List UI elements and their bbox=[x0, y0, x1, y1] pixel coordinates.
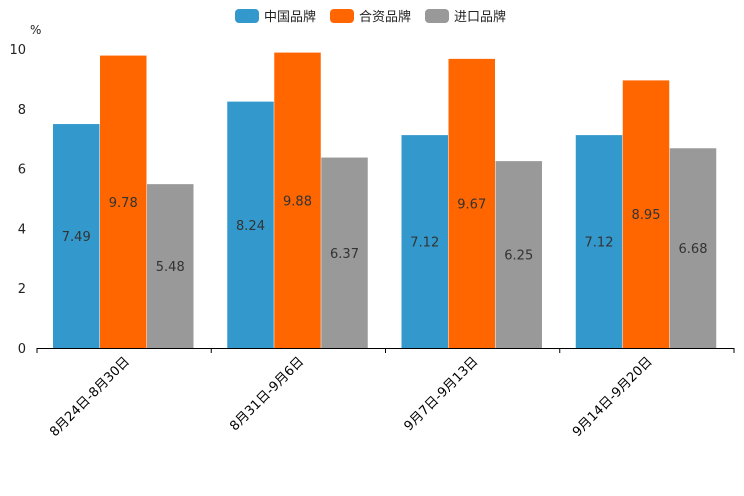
bar bbox=[274, 52, 321, 348]
legend-label: 合资品牌 bbox=[359, 9, 411, 25]
legend-item: 中国品牌 bbox=[235, 9, 316, 25]
data-label: 9.88 bbox=[283, 194, 312, 209]
y-tick-label: 4 bbox=[18, 222, 26, 237]
y-tick-label: 8 bbox=[18, 103, 26, 118]
bars bbox=[53, 52, 717, 349]
x-axis: 8月24日-8月30日 8月31日-9月6日 9月7日-9月13日 9月14日-9月2… bbox=[36, 348, 735, 440]
data-label: 9.67 bbox=[457, 197, 486, 212]
data-label: 7.12 bbox=[410, 236, 439, 251]
legend-swatch bbox=[330, 9, 354, 23]
bar bbox=[227, 101, 274, 349]
data-label: 6.68 bbox=[679, 242, 708, 257]
y-tick-label: 6 bbox=[18, 163, 26, 178]
data-label: 7.12 bbox=[585, 236, 614, 251]
value-labels: 7.49 9.78 5.48 8.24 9.88 6.37 7.12 9.67 6.25 7.12… bbox=[62, 194, 708, 275]
x-category-label: 9月7日-9月13日 bbox=[402, 354, 482, 434]
data-label: 6.37 bbox=[330, 247, 359, 262]
y-axis: 0 2 4 6 8 10 bbox=[9, 43, 26, 357]
bar bbox=[622, 80, 670, 349]
legend-label: 中国品牌 bbox=[264, 9, 316, 25]
x-category-label: 9月14日-9月20日 bbox=[570, 354, 656, 440]
bar bbox=[495, 161, 542, 348]
y-axis-unit-label: % bbox=[30, 23, 41, 37]
legend-swatch bbox=[235, 9, 259, 23]
data-label: 8.95 bbox=[632, 208, 661, 223]
y-tick-label: 2 bbox=[18, 282, 26, 297]
data-label: 8.24 bbox=[236, 219, 265, 234]
bar bbox=[321, 157, 368, 348]
bar bbox=[147, 184, 194, 348]
legend-item: 合资品牌 bbox=[330, 9, 411, 25]
y-tick-label: 0 bbox=[18, 342, 26, 357]
x-category-label: 8月24日-8月30日 bbox=[47, 354, 133, 440]
bar bbox=[669, 148, 717, 348]
data-label: 7.49 bbox=[62, 230, 91, 245]
bar bbox=[53, 124, 100, 348]
bar bbox=[448, 58, 495, 348]
y-tick-label: 10 bbox=[9, 43, 26, 58]
x-category-label: 8月31日-9月6日 bbox=[227, 354, 307, 434]
bar bbox=[575, 135, 623, 348]
data-label: 9.78 bbox=[109, 196, 138, 211]
data-label: 5.48 bbox=[156, 260, 185, 275]
bar bbox=[100, 55, 147, 348]
legend-swatch bbox=[425, 9, 449, 23]
legend-label: 进口品牌 bbox=[454, 9, 506, 25]
bar bbox=[401, 135, 448, 348]
legend: 中国品牌 合资品牌 进口品牌 bbox=[235, 9, 506, 25]
data-label: 6.25 bbox=[504, 249, 533, 264]
legend-item: 进口品牌 bbox=[425, 9, 506, 25]
